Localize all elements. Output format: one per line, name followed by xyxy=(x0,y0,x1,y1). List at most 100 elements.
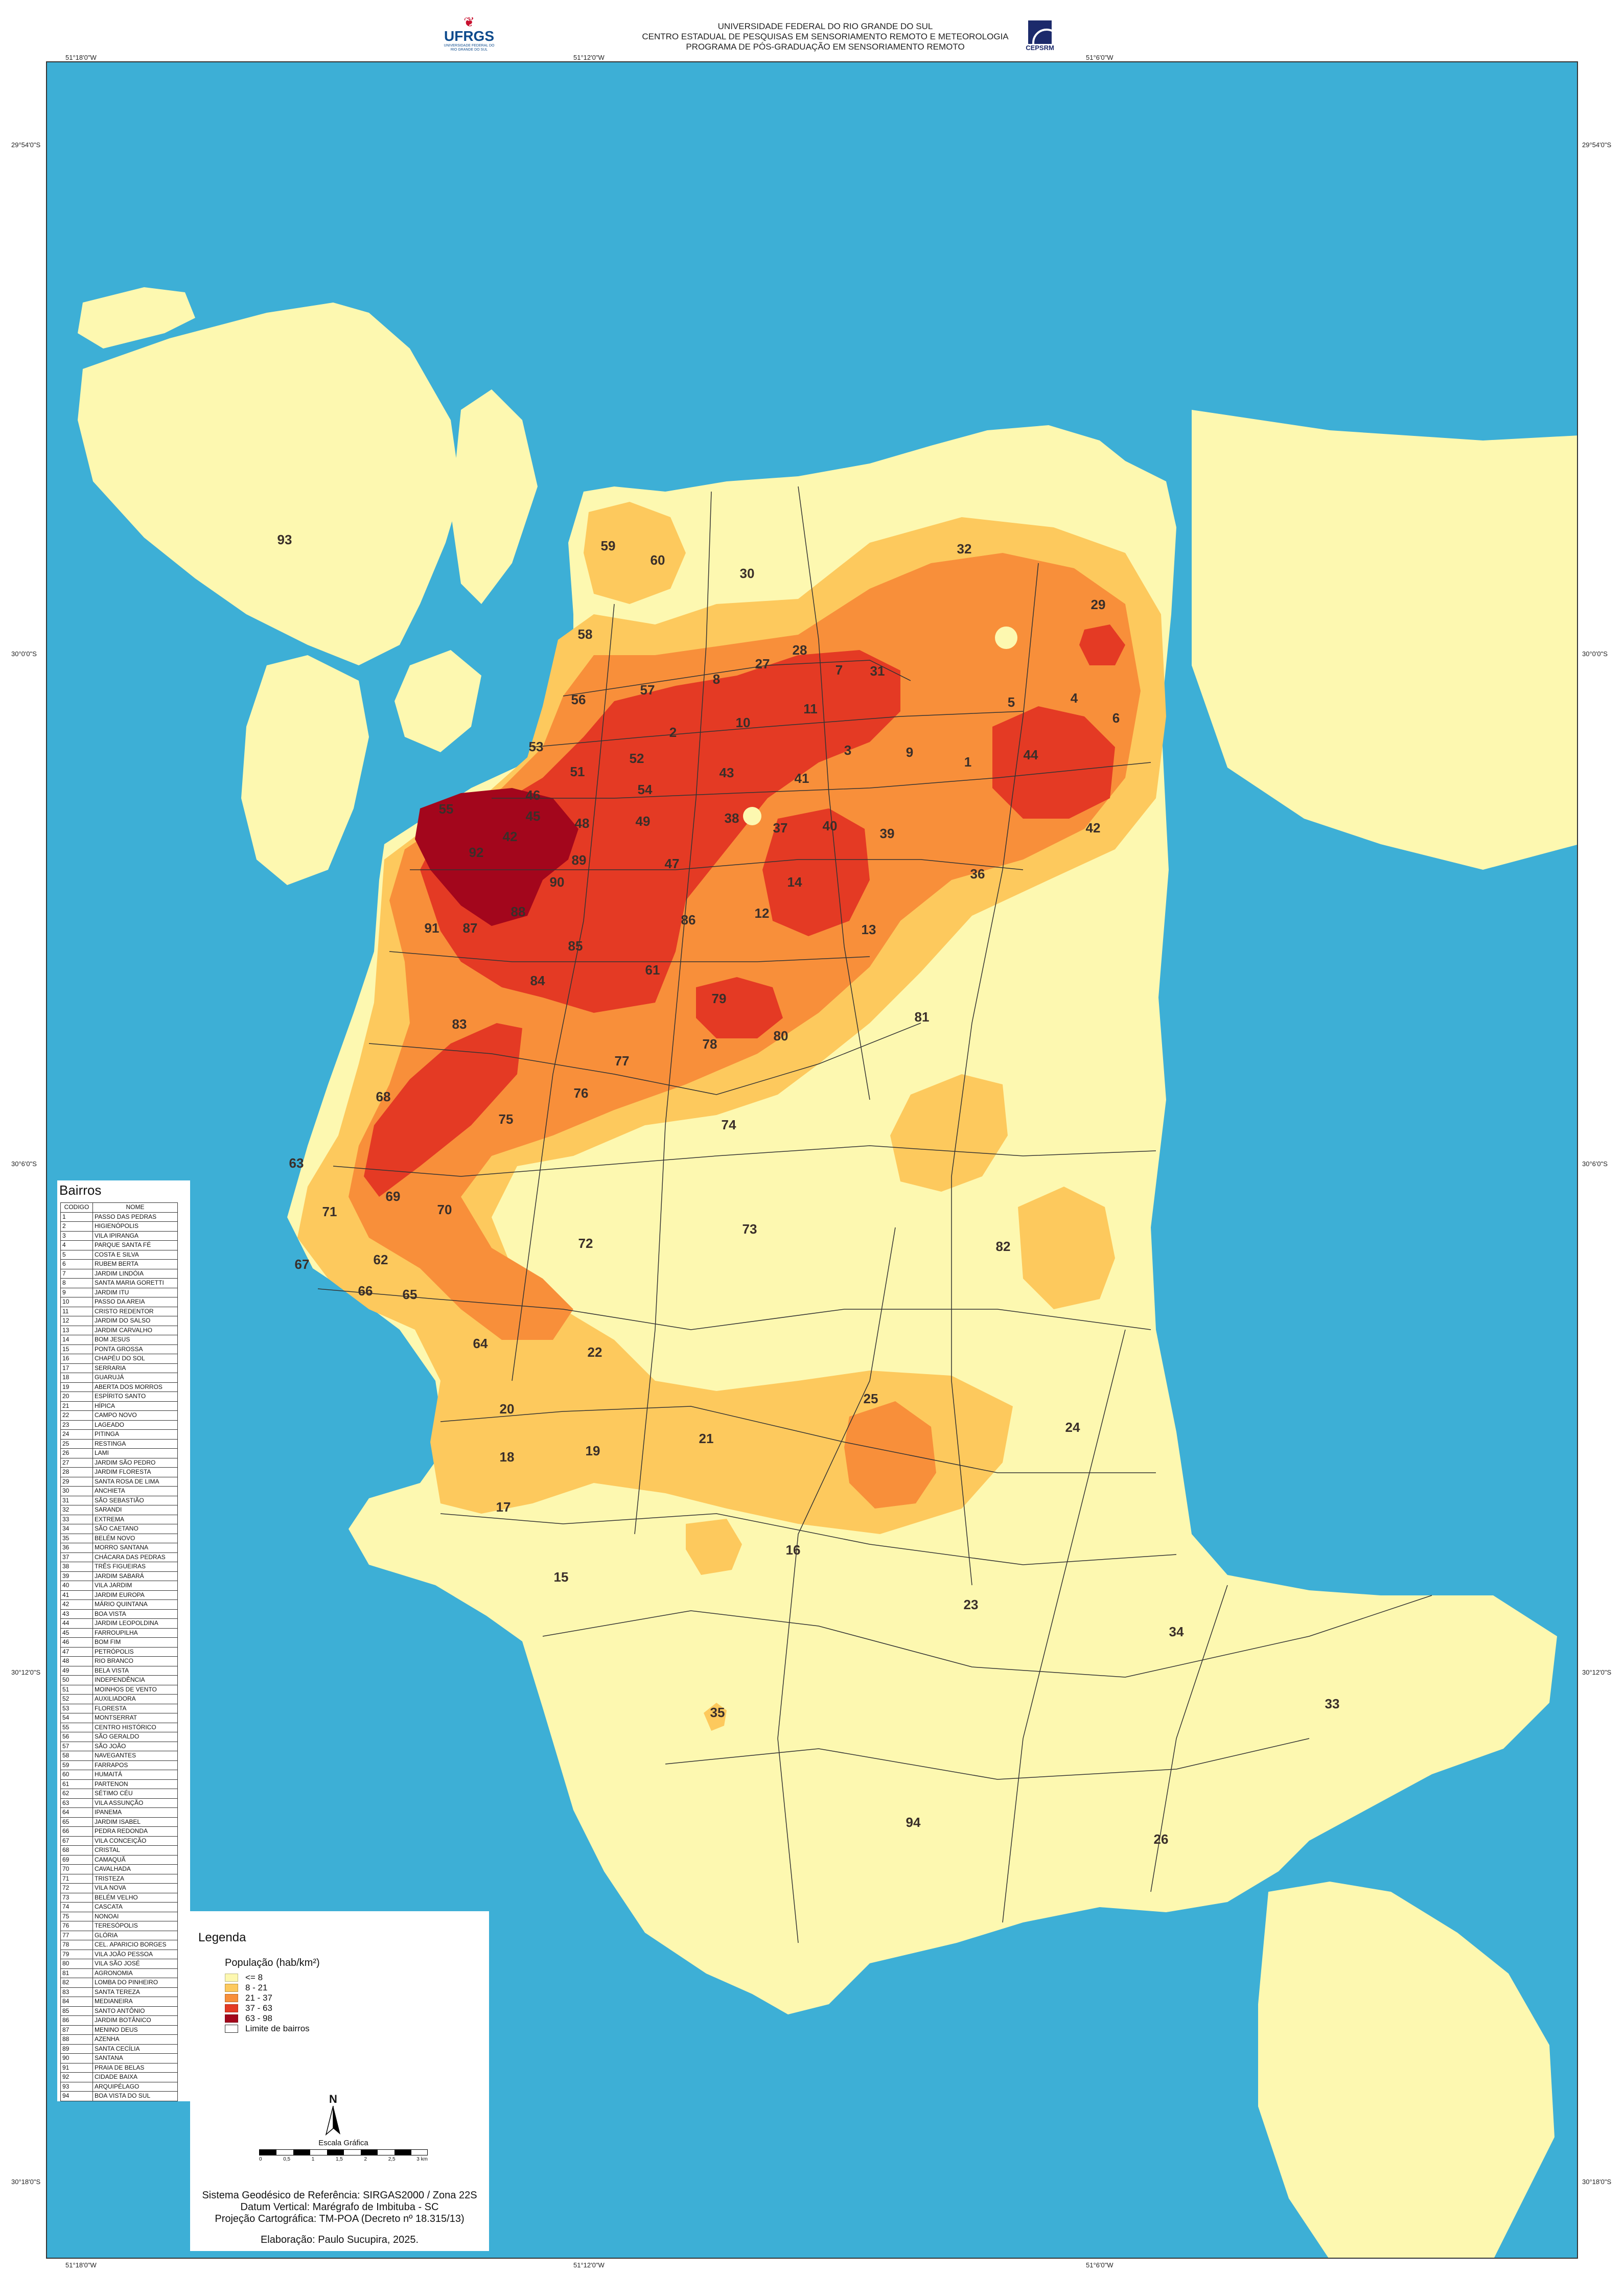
bairro-code: 39 xyxy=(60,1571,93,1581)
scale-tick: 2 xyxy=(364,2156,367,2162)
neighbourhood-label: 69 xyxy=(386,1189,401,1204)
bairro-name: TRISTEZA xyxy=(92,1873,178,1884)
neighbourhood-label: 49 xyxy=(636,814,651,829)
neighbourhood-label: 92 xyxy=(469,845,484,860)
bairro-code: 54 xyxy=(60,1713,93,1723)
bairro-name: SANTO ANTÔNIO xyxy=(92,2006,178,2016)
coord-top-2: 51°12'0"W xyxy=(573,54,605,61)
bairro-row: 43 BOA VISTA xyxy=(60,1609,178,1619)
boundary-line xyxy=(777,1227,896,1943)
institution-line-2: CENTRO ESTADUAL DE PESQUISAS EM SENSORIA… xyxy=(642,32,1009,41)
neighbourhood-label: 41 xyxy=(795,771,809,786)
neighbourhood-label: 21 xyxy=(699,1431,714,1446)
bairro-row: 32 SARANDI xyxy=(60,1505,178,1515)
legend-item: 21 - 37 xyxy=(225,1993,310,2003)
neighbourhood-label: 23 xyxy=(964,1597,979,1612)
bairro-name: CHAPÉU DO SOL xyxy=(92,1354,178,1364)
bairro-code: 13 xyxy=(60,1325,93,1335)
institution-line-1: UNIVERSIDADE FEDERAL DO RIO GRANDE DO SU… xyxy=(717,21,933,31)
bairro-row: 58 NAVEGANTES xyxy=(60,1751,178,1761)
bairro-row: 61 PARTENON xyxy=(60,1779,178,1789)
bairro-row: 50 INDEPENDÊNCIA xyxy=(60,1675,178,1685)
bairro-code: 62 xyxy=(60,1789,93,1799)
bairro-row: 8 SANTA MARIA GORETTI xyxy=(60,1278,178,1288)
bairro-name: SÃO CAETANO xyxy=(92,1524,178,1534)
bairro-name: CAVALHADA xyxy=(92,1864,178,1874)
bairro-name: SANTA CECÍLIA xyxy=(92,2044,178,2054)
bairro-code: 4 xyxy=(60,1240,93,1250)
density-zone-37-63-santarosa xyxy=(1079,624,1125,665)
bairro-name: COSTA E SILVA xyxy=(92,1249,178,1260)
bairro-code: 10 xyxy=(60,1297,93,1307)
bairro-name: CEL. APARICIO BORGES xyxy=(92,1940,178,1950)
bairro-code: 78 xyxy=(60,1940,93,1950)
coord-bottom-2: 51°12'0"W xyxy=(573,2261,605,2269)
bairro-name: HIGIENÓPOLIS xyxy=(92,1221,178,1232)
neighbourhood-label: 59 xyxy=(601,538,616,553)
bairro-row: 14 BOM JESUS xyxy=(60,1335,178,1345)
bairro-code: 94 xyxy=(60,2091,93,2101)
bairro-code: 53 xyxy=(60,1703,93,1713)
info-datum-horizontal: Sistema Geodésico de Referência: SIRGAS2… xyxy=(202,2190,477,2201)
boundary-line xyxy=(317,1288,1151,1330)
bairro-name: PRAIA DE BELAS xyxy=(92,2062,178,2073)
coord-left-5: 30°18'0"S xyxy=(11,2178,41,2186)
bairro-row: 81 AGRONOMIA xyxy=(60,1968,178,1978)
neighbourhood-label: 12 xyxy=(755,906,770,921)
legend-item: 63 - 98 xyxy=(225,2013,310,2024)
bairro-code: 9 xyxy=(60,1287,93,1297)
bairro-row: 75 NONOAI xyxy=(60,1911,178,1921)
bairro-name: BOM FIM xyxy=(92,1637,178,1648)
bairro-name: JARDIM CARVALHO xyxy=(92,1325,178,1335)
boundary-line xyxy=(665,1738,1310,1780)
bairro-code: 37 xyxy=(60,1552,93,1562)
neighbourhood-label: 58 xyxy=(578,627,593,642)
bairro-name: CASCATA xyxy=(92,1902,178,1912)
neighbourhood-label: 85 xyxy=(568,938,583,954)
neighbourhood-label: 16 xyxy=(786,1542,801,1558)
neighbourhood-label: 17 xyxy=(496,1499,511,1515)
bairro-name: JARDIM SÃO PEDRO xyxy=(92,1457,178,1468)
bairro-name: FLORESTA xyxy=(92,1703,178,1713)
bairro-name: JARDIM ISABEL xyxy=(92,1817,178,1827)
bairro-row: 79 VILA JOÃO PESSOA xyxy=(60,1949,178,1959)
bairro-code: 65 xyxy=(60,1817,93,1827)
neighbourhood-label: 10 xyxy=(736,715,751,730)
neighbourhood-label: 28 xyxy=(793,642,807,658)
bairro-name: ANCHIETA xyxy=(92,1486,178,1496)
neighbourhood-label: 88 xyxy=(511,904,526,919)
bairro-code: 42 xyxy=(60,1599,93,1610)
neighbourhood-label: 90 xyxy=(550,874,565,890)
bairro-code: 67 xyxy=(60,1836,93,1846)
bairro-code: 64 xyxy=(60,1807,93,1818)
neighbourhood-label: 55 xyxy=(439,801,454,817)
bairro-code: 76 xyxy=(60,1921,93,1931)
bairro-name: JARDIM BOTÂNICO xyxy=(92,2015,178,2026)
bairro-code: 33 xyxy=(60,1514,93,1524)
bairro-row: 55 CENTRO HISTÓRICO xyxy=(60,1722,178,1732)
bairro-name: NAVEGANTES xyxy=(92,1751,178,1761)
bairro-row: 25 RESTINGA xyxy=(60,1439,178,1449)
bairro-row: 73 BELÉM VELHO xyxy=(60,1892,178,1903)
neighbourhood-label: 27 xyxy=(755,656,770,671)
map-header: ❦ UFRGS UNIVERSIDADE FEDERAL DO RIO GRAN… xyxy=(0,0,1624,61)
bairro-row: 91 PRAIA DE BELAS xyxy=(60,2062,178,2073)
scale-bar: Escala Gráfica 0 0,5 1 1,5 2 2,5 3 km xyxy=(259,2139,428,2162)
bairro-row: 66 PEDRA REDONDA xyxy=(60,1826,178,1837)
ufrgs-logo: ❦ UFRGS UNIVERSIDADE FEDERAL DO RIO GRAN… xyxy=(444,15,495,56)
neighbourhood-label: 32 xyxy=(957,541,972,556)
boundary-line xyxy=(440,1406,1156,1473)
bairro-name: FARRAPOS xyxy=(92,1760,178,1770)
density-zone-8-21-pocket xyxy=(890,1074,1008,1192)
legend-swatch xyxy=(225,2014,238,2023)
bairro-name: HÍPICA xyxy=(92,1401,178,1411)
bairro-row: 48 RIO BRANCO xyxy=(60,1656,178,1666)
bairro-code: 43 xyxy=(60,1609,93,1619)
density-zone-8-21-belem xyxy=(704,1703,727,1731)
island-large xyxy=(78,303,461,665)
bairro-row: 42 MÁRIO QUINTANA xyxy=(60,1599,178,1610)
neighbourhood-label: 75 xyxy=(499,1111,514,1127)
coord-left-3: 30°6'0"S xyxy=(11,1160,37,1168)
bairro-code: 35 xyxy=(60,1533,93,1543)
bairro-code: 85 xyxy=(60,2006,93,2016)
